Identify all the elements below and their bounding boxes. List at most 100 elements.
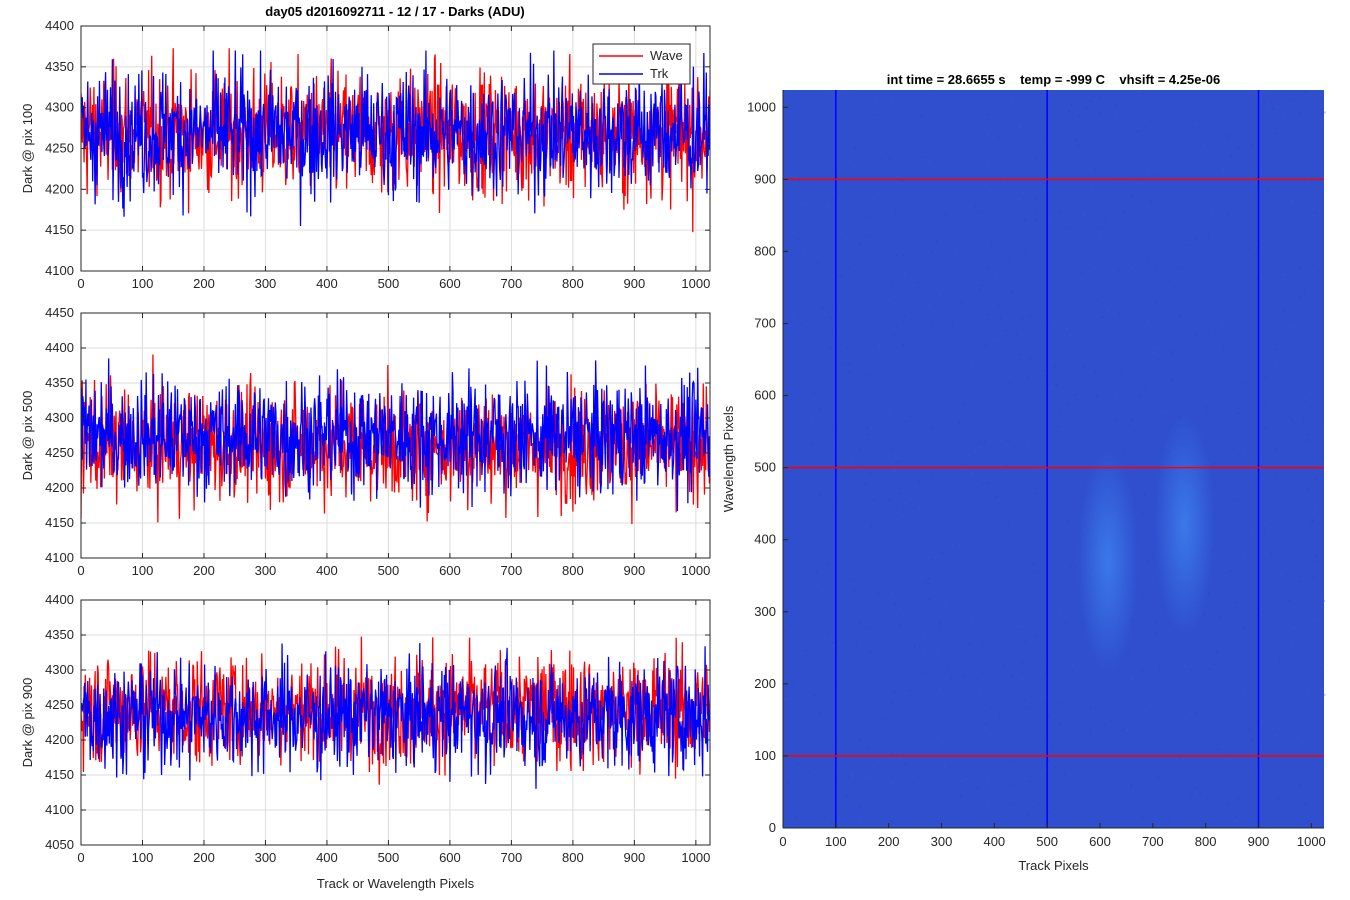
line-chart-1: 0 100 200 300 400 500 600 700 800 900 1000 4100 4150… bbox=[20, 18, 711, 291]
x-tick-label: 300 bbox=[931, 834, 953, 849]
x-tick-label: 1000 bbox=[681, 276, 710, 291]
x-tick-label: 300 bbox=[255, 850, 277, 865]
y-tick-label: 400 bbox=[754, 532, 776, 547]
y-axis-label: Wavelength Pixels bbox=[721, 405, 736, 512]
x-tick-label: 1000 bbox=[681, 563, 710, 578]
y-tick-label: 4300 bbox=[45, 100, 74, 115]
y-axis-label: Dark @ pix 900 bbox=[20, 678, 35, 768]
x-tick-label: 0 bbox=[779, 834, 786, 849]
x-tick-label: 100 bbox=[132, 850, 154, 865]
y-tick-label: 4150 bbox=[45, 767, 74, 782]
y-tick-label: 300 bbox=[754, 604, 776, 619]
y-tick-label: 800 bbox=[754, 243, 776, 258]
x-tick-label: 400 bbox=[316, 276, 338, 291]
legend-label-wave: Wave bbox=[650, 48, 683, 63]
legend-label-trk: Trk bbox=[650, 66, 669, 81]
x-tick-label: 300 bbox=[255, 563, 277, 578]
x-tick-label: 600 bbox=[1089, 834, 1111, 849]
y-tick-label: 4150 bbox=[45, 515, 74, 530]
y-tick-label: 100 bbox=[754, 748, 776, 763]
y-tick-label: 1000 bbox=[747, 99, 776, 114]
x-tick-label: 900 bbox=[1248, 834, 1270, 849]
y-axis-label: Dark @ pix 500 bbox=[20, 391, 35, 481]
x-tick-label: 700 bbox=[501, 563, 523, 578]
x-tick-label: 200 bbox=[193, 563, 215, 578]
series-line-trk bbox=[81, 358, 710, 511]
x-tick-label: 900 bbox=[624, 850, 646, 865]
heatmap-image bbox=[783, 90, 1324, 828]
x-axis-label: Track or Wavelength Pixels bbox=[317, 876, 475, 891]
y-tick-label: 4400 bbox=[45, 340, 74, 355]
x-tick-label: 500 bbox=[378, 850, 400, 865]
x-tick-label: 500 bbox=[1036, 834, 1058, 849]
x-tick-label: 700 bbox=[1142, 834, 1164, 849]
y-tick-label: 4200 bbox=[45, 181, 74, 196]
y-axis-label: Dark @ pix 100 bbox=[20, 104, 35, 194]
x-tick-label: 100 bbox=[825, 834, 847, 849]
y-tick-label: 200 bbox=[754, 676, 776, 691]
x-tick-label: 200 bbox=[193, 850, 215, 865]
x-axis-label: Track Pixels bbox=[1018, 858, 1089, 873]
x-tick-label: 0 bbox=[77, 850, 84, 865]
bright-spot-2 bbox=[1154, 415, 1215, 636]
x-tick-label: 400 bbox=[316, 563, 338, 578]
x-tick-label: 0 bbox=[77, 563, 84, 578]
x-tick-label: 400 bbox=[316, 850, 338, 865]
y-tick-label: 4250 bbox=[45, 141, 74, 156]
line-chart-3: 0 100 200 300 400 500 600 700 800 900 1000 4050 4100… bbox=[20, 592, 711, 891]
x-tick-label: 800 bbox=[1195, 834, 1217, 849]
y-tick-label: 4200 bbox=[45, 480, 74, 495]
y-tick-label: 4350 bbox=[45, 59, 74, 74]
x-tick-label: 100 bbox=[132, 563, 154, 578]
y-tick-label: 4300 bbox=[45, 410, 74, 425]
x-tick-label: 1000 bbox=[1297, 834, 1326, 849]
y-tick-label: 4150 bbox=[45, 222, 74, 237]
y-tick-label: 4400 bbox=[45, 18, 74, 33]
y-tick-label: 4300 bbox=[45, 662, 74, 677]
heatmap-title: int time = 28.6655 s temp = -999 C vhsif… bbox=[887, 72, 1220, 87]
x-tick-label: 700 bbox=[501, 276, 523, 291]
figure-title: day05 d2016092711 - 12 / 17 - Darks (ADU… bbox=[265, 4, 524, 19]
heatmap-chart: 0 100 200 300 400 500 600 700 800 900 1000 0 100 200 3… bbox=[721, 72, 1326, 873]
y-tick-label: 4250 bbox=[45, 445, 74, 460]
y-tick-label: 900 bbox=[754, 171, 776, 186]
x-tick-label: 800 bbox=[562, 850, 584, 865]
legend: Wave Trk bbox=[592, 43, 691, 85]
legend-box bbox=[592, 43, 691, 85]
x-tick-label: 900 bbox=[624, 563, 646, 578]
line-chart-2: 0 100 200 300 400 500 600 700 800 900 1000 4100 4150… bbox=[20, 305, 711, 578]
x-tick-label: 100 bbox=[132, 276, 154, 291]
series-line-trk bbox=[81, 50, 710, 227]
x-tick-label: 1000 bbox=[681, 850, 710, 865]
y-tick-label: 4250 bbox=[45, 697, 74, 712]
y-tick-label: 500 bbox=[754, 460, 776, 475]
y-tick-label: 0 bbox=[769, 820, 776, 835]
x-tick-label: 600 bbox=[439, 563, 461, 578]
y-tick-label: 600 bbox=[754, 388, 776, 403]
y-tick-label: 4100 bbox=[45, 550, 74, 565]
y-tick-label: 700 bbox=[754, 316, 776, 331]
y-tick-label: 4450 bbox=[45, 305, 74, 320]
y-tick-label: 4100 bbox=[45, 263, 74, 278]
y-tick-label: 4350 bbox=[45, 375, 74, 390]
y-tick-label: 4350 bbox=[45, 627, 74, 642]
x-tick-label: 300 bbox=[255, 276, 277, 291]
x-tick-label: 600 bbox=[439, 276, 461, 291]
bright-spot-1 bbox=[1077, 451, 1138, 672]
x-tick-label: 0 bbox=[77, 276, 84, 291]
x-tick-label: 400 bbox=[983, 834, 1005, 849]
y-tick-label: 4400 bbox=[45, 592, 74, 607]
series-line-trk bbox=[81, 643, 710, 789]
x-tick-label: 900 bbox=[624, 276, 646, 291]
x-tick-label: 200 bbox=[878, 834, 900, 849]
x-tick-label: 600 bbox=[439, 850, 461, 865]
x-tick-label: 200 bbox=[193, 276, 215, 291]
y-tick-label: 4200 bbox=[45, 732, 74, 747]
x-tick-label: 700 bbox=[501, 850, 523, 865]
x-tick-label: 800 bbox=[562, 276, 584, 291]
y-tick-label: 4100 bbox=[45, 802, 74, 817]
y-tick-label: 4050 bbox=[45, 837, 74, 852]
axes-box bbox=[80, 312, 711, 559]
x-tick-label: 500 bbox=[378, 276, 400, 291]
